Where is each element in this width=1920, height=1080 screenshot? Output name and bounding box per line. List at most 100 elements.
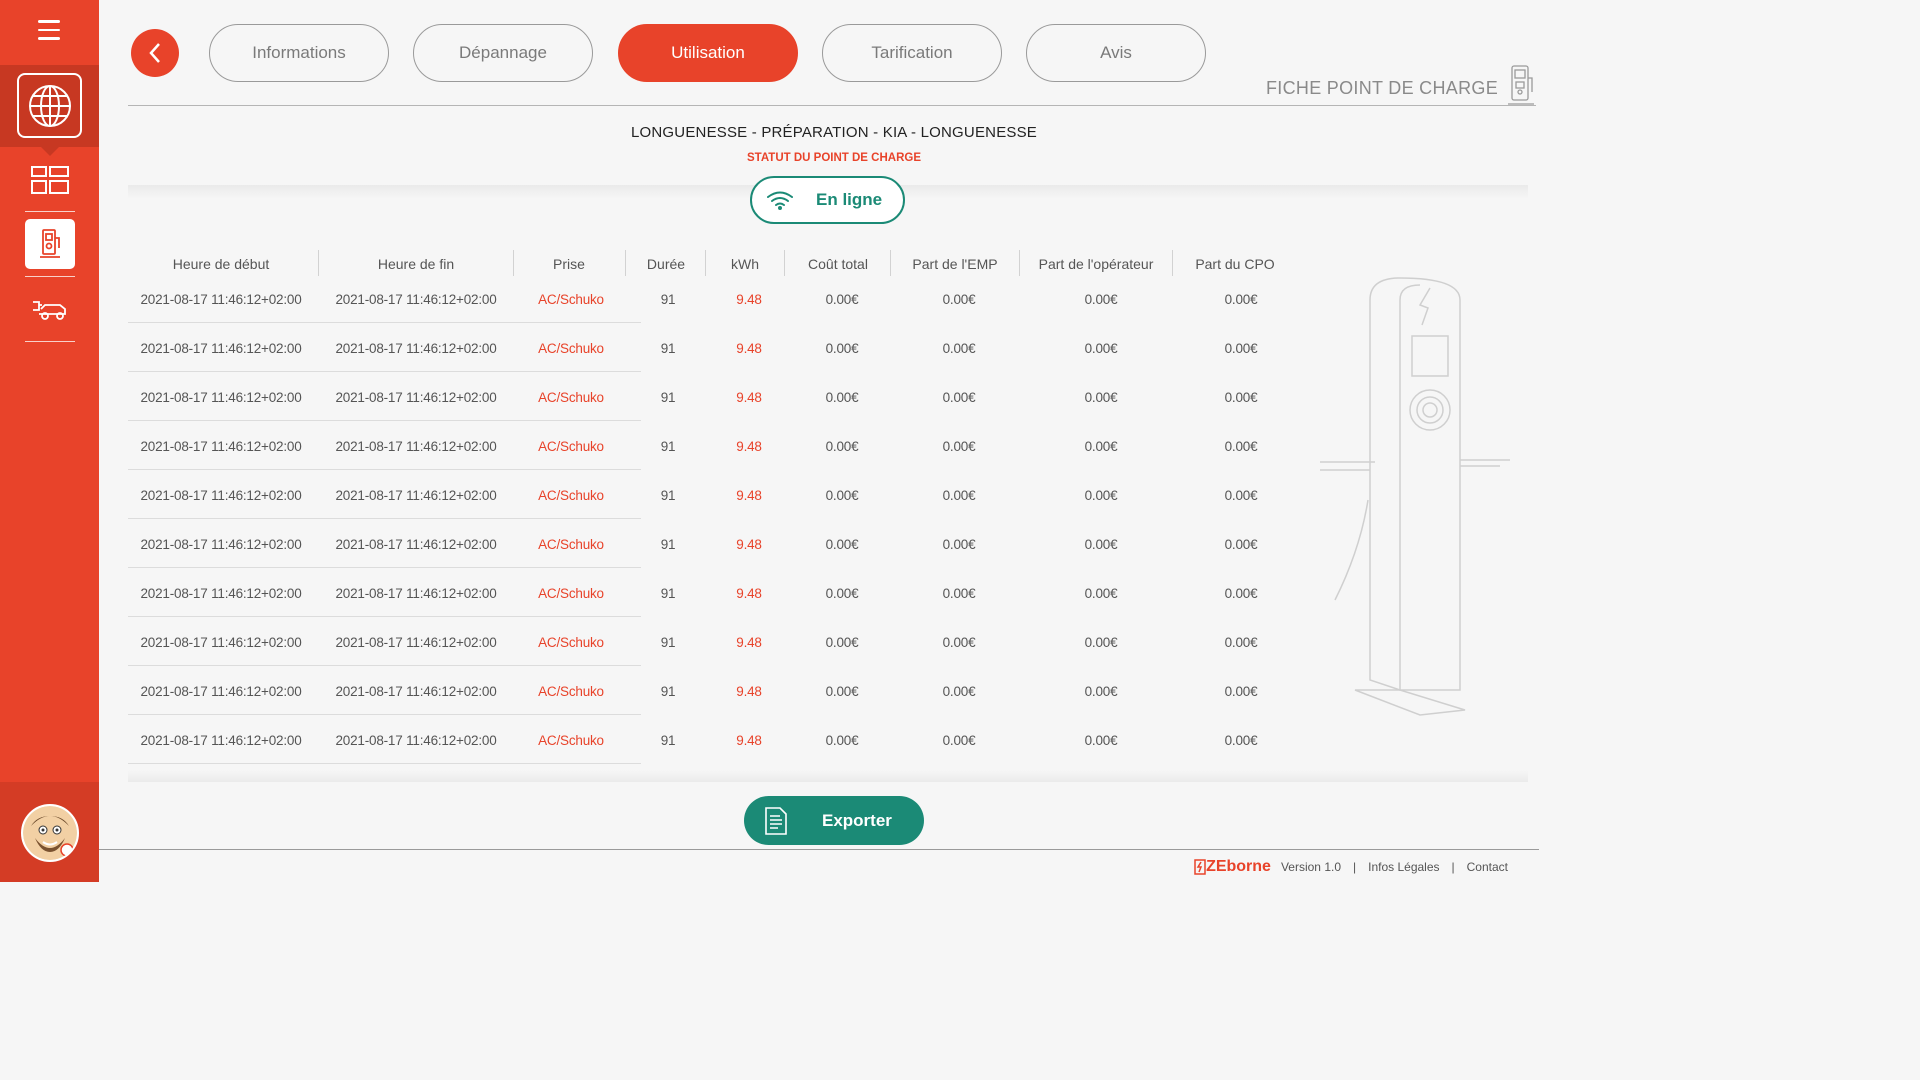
cell-plug-type: AC/Schuko	[538, 733, 604, 748]
tab-utilisation[interactable]: Utilisation	[618, 24, 798, 82]
column-header-duration[interactable]: Durée	[646, 256, 686, 272]
cell-plug-type: AC/Schuko	[538, 390, 604, 405]
brand-logo: ZEborne	[1194, 858, 1271, 876]
column-header-start-time[interactable]: Heure de début	[172, 256, 270, 272]
car-charging-icon[interactable]	[25, 285, 75, 335]
column-separator	[318, 250, 319, 276]
column-header-plug-type[interactable]: Prise	[553, 256, 585, 272]
cell-emp-share: 0.00€	[942, 733, 976, 748]
cell-plug-type: AC/Schuko	[538, 586, 604, 601]
cell-cpo-share: 0.00€	[1224, 341, 1258, 356]
cell-duration: 91	[660, 390, 676, 405]
footer: ZEborne Version 1.0 | Infos Légales | Co…	[1194, 858, 1508, 876]
export-button[interactable]: Exporter	[744, 796, 924, 845]
cell-kwh: 9.48	[736, 586, 762, 601]
column-separator	[513, 250, 514, 276]
cell-end-time: 2021-08-17 11:46:12+02:00	[335, 635, 497, 650]
cell-duration: 91	[660, 488, 676, 503]
footer-divider	[99, 849, 1539, 850]
cell-kwh: 9.48	[736, 733, 762, 748]
cell-kwh: 9.48	[736, 488, 762, 503]
legal-link[interactable]: Infos Légales	[1368, 860, 1440, 874]
cell-total-cost: 0.00€	[825, 390, 859, 405]
column-header-end-time[interactable]: Heure de fin	[377, 256, 455, 272]
avatar[interactable]	[21, 804, 79, 862]
cell-kwh: 9.48	[736, 292, 762, 307]
table-bottom-shadow	[128, 770, 1528, 782]
document-icon	[765, 806, 787, 835]
cell-total-cost: 0.00€	[825, 586, 859, 601]
cell-cpo-share: 0.00€	[1224, 537, 1258, 552]
bolt-logo-icon	[1194, 859, 1206, 875]
cell-start-time: 2021-08-17 11:46:12+02:00	[140, 733, 302, 748]
cell-operator-share: 0.00€	[1084, 390, 1118, 405]
globe-icon[interactable]	[17, 73, 82, 138]
cell-total-cost: 0.00€	[825, 439, 859, 454]
tab-avis[interactable]: Avis	[1026, 24, 1206, 82]
station-status-label: STATUT DU POINT DE CHARGE	[747, 152, 921, 164]
column-header-operator-share[interactable]: Part de l'opérateur	[1038, 256, 1154, 272]
sidebar-divider	[25, 341, 75, 342]
sidebar-notch	[40, 146, 60, 156]
footer-separator: |	[1451, 860, 1455, 874]
cell-cpo-share: 0.00€	[1224, 635, 1258, 650]
charging-station-illustration	[1320, 270, 1520, 725]
tab-informations[interactable]: Informations	[209, 24, 389, 82]
version-text: Version 1.0	[1280, 860, 1341, 874]
cell-duration: 91	[660, 537, 676, 552]
row-divider	[128, 322, 641, 323]
row-divider	[128, 371, 641, 372]
tab-depannage[interactable]: Dépannage	[413, 24, 593, 82]
cell-kwh: 9.48	[736, 390, 762, 405]
hamburger-menu-icon[interactable]	[32, 20, 66, 46]
cell-total-cost: 0.00€	[825, 341, 859, 356]
row-divider	[128, 763, 641, 764]
cell-emp-share: 0.00€	[942, 635, 976, 650]
cell-end-time: 2021-08-17 11:46:12+02:00	[335, 390, 497, 405]
column-header-emp-share[interactable]: Part de l'EMP	[912, 256, 998, 272]
cell-total-cost: 0.00€	[825, 684, 859, 699]
contact-link[interactable]: Contact	[1466, 860, 1508, 874]
cell-operator-share: 0.00€	[1084, 586, 1118, 601]
tab-tarification[interactable]: Tarification	[822, 24, 1002, 82]
cell-start-time: 2021-08-17 11:46:12+02:00	[140, 586, 302, 601]
column-header-total-cost[interactable]: Coût total	[808, 256, 868, 272]
cell-emp-share: 0.00€	[942, 488, 976, 503]
column-header-cpo-share[interactable]: Part du CPO	[1195, 256, 1275, 272]
row-divider	[128, 616, 641, 617]
row-divider	[128, 567, 641, 568]
cell-duration: 91	[660, 684, 676, 699]
dashboard-icon[interactable]	[25, 155, 75, 205]
cell-cpo-share: 0.00€	[1224, 733, 1258, 748]
charging-station-icon[interactable]	[25, 219, 75, 269]
cell-cpo-share: 0.00€	[1224, 439, 1258, 454]
export-label: Exporter	[822, 810, 892, 830]
cell-kwh: 9.48	[736, 537, 762, 552]
cell-end-time: 2021-08-17 11:46:12+02:00	[335, 292, 497, 307]
cell-start-time: 2021-08-17 11:46:12+02:00	[140, 684, 302, 699]
cell-duration: 91	[660, 586, 676, 601]
cell-total-cost: 0.00€	[825, 292, 859, 307]
cell-operator-share: 0.00€	[1084, 684, 1118, 699]
station-name: LONGUENESSE - PRÉPARATION - KIA - LONGUE…	[630, 124, 1038, 141]
cell-total-cost: 0.00€	[825, 635, 859, 650]
cell-plug-type: AC/Schuko	[538, 684, 604, 699]
sidebar-divider	[25, 211, 75, 212]
cell-operator-share: 0.00€	[1084, 537, 1118, 552]
cell-plug-type: AC/Schuko	[538, 292, 604, 307]
cell-duration: 91	[660, 733, 676, 748]
cell-cpo-share: 0.00€	[1224, 488, 1258, 503]
sidebar	[0, 0, 99, 882]
cell-start-time: 2021-08-17 11:46:12+02:00	[140, 341, 302, 356]
cell-plug-type: AC/Schuko	[538, 341, 604, 356]
cell-operator-share: 0.00€	[1084, 733, 1118, 748]
back-button[interactable]	[131, 29, 179, 77]
cell-duration: 91	[660, 635, 676, 650]
column-header-kwh[interactable]: kWh	[731, 256, 759, 272]
cell-kwh: 9.48	[736, 635, 762, 650]
cell-emp-share: 0.00€	[942, 292, 976, 307]
cell-start-time: 2021-08-17 11:46:12+02:00	[140, 635, 302, 650]
sidebar-active-section	[0, 65, 99, 147]
brand-name: ZEborne	[1206, 858, 1271, 875]
cell-total-cost: 0.00€	[825, 488, 859, 503]
